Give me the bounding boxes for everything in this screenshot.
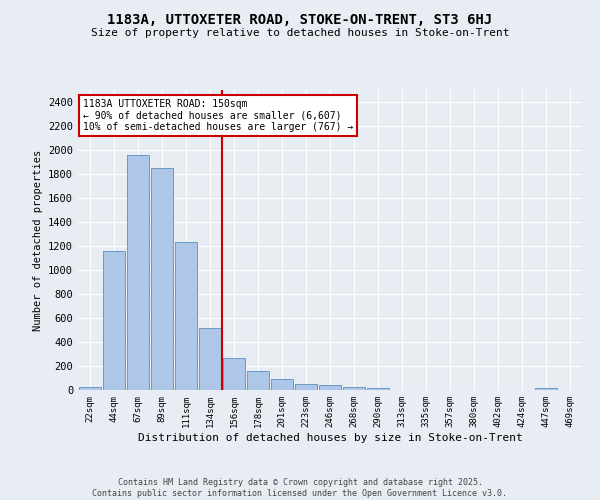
Text: 1183A UTTOXETER ROAD: 150sqm
← 90% of detached houses are smaller (6,607)
10% of: 1183A UTTOXETER ROAD: 150sqm ← 90% of de…: [83, 99, 353, 132]
Text: Size of property relative to detached houses in Stoke-on-Trent: Size of property relative to detached ho…: [91, 28, 509, 38]
X-axis label: Distribution of detached houses by size in Stoke-on-Trent: Distribution of detached houses by size …: [137, 432, 523, 442]
Bar: [247, 372, 269, 390]
Bar: [79, 387, 101, 390]
Bar: [223, 358, 245, 390]
Bar: [151, 168, 173, 390]
Bar: [271, 379, 293, 390]
Bar: [319, 385, 341, 390]
Bar: [343, 388, 365, 390]
Bar: [295, 384, 317, 390]
Y-axis label: Number of detached properties: Number of detached properties: [32, 150, 43, 330]
Bar: [103, 252, 125, 390]
Bar: [535, 388, 557, 390]
Bar: [199, 328, 221, 390]
Bar: [127, 155, 149, 390]
Text: Contains HM Land Registry data © Crown copyright and database right 2025.
Contai: Contains HM Land Registry data © Crown c…: [92, 478, 508, 498]
Text: 1183A, UTTOXETER ROAD, STOKE-ON-TRENT, ST3 6HJ: 1183A, UTTOXETER ROAD, STOKE-ON-TRENT, S…: [107, 12, 493, 26]
Bar: [367, 388, 389, 390]
Bar: [175, 242, 197, 390]
